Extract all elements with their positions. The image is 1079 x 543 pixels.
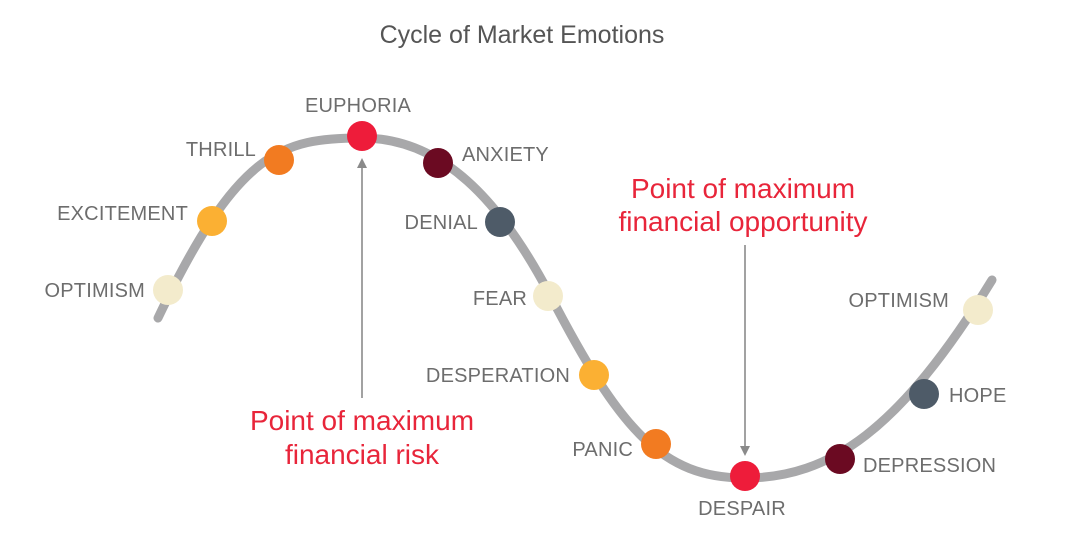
stage-dot-panic [641,429,671,459]
stage-label-denial: DENIAL [405,212,478,234]
stage-dot-optimism [963,295,993,325]
stage-dot-denial [485,207,515,237]
stage-label-desperation: DESPERATION [426,365,570,387]
stages-layer: OPTIMISM EXCITEMENT THRILL EUPHORIA ANXIETY D… [45,95,1007,520]
stage-dot-desperation [579,360,609,390]
stage-dot-fear [533,281,563,311]
risk-callout-line2: financial risk [285,439,440,470]
risk-arrow-head [357,158,367,168]
opportunity-arrow-head [740,446,750,456]
stage-label-panic: PANIC [572,439,633,461]
stage-dot-anxiety [423,148,453,178]
stage-dot-optimism [153,275,183,305]
stage-dot-despair [730,461,760,491]
risk-callout-line1: Point of maximum [250,405,474,436]
stage-label-despair: DESPAIR [698,498,786,520]
stage-dot-thrill [264,145,294,175]
stage-label-optimism: OPTIMISM [849,290,950,312]
stage-label-optimism: OPTIMISM [45,280,146,302]
stage-dot-euphoria [347,121,377,151]
stage-dot-depression [825,444,855,474]
opportunity-callout-line2: financial opportunity [618,206,867,237]
stage-label-excitement: EXCITEMENT [57,203,188,225]
stage-label-thrill: THRILL [186,139,256,161]
opportunity-callout-line1: Point of maximum [631,173,855,204]
stage-label-fear: FEAR [473,288,527,310]
stage-dot-hope [909,379,939,409]
diagram-title: Cycle of Market Emotions [380,21,665,49]
stage-label-euphoria: EUPHORIA [305,95,412,117]
stage-label-anxiety: ANXIETY [462,144,549,166]
stage-label-depression: DEPRESSION [863,455,996,477]
stage-label-hope: HOPE [949,385,1006,407]
stage-dot-excitement [197,206,227,236]
